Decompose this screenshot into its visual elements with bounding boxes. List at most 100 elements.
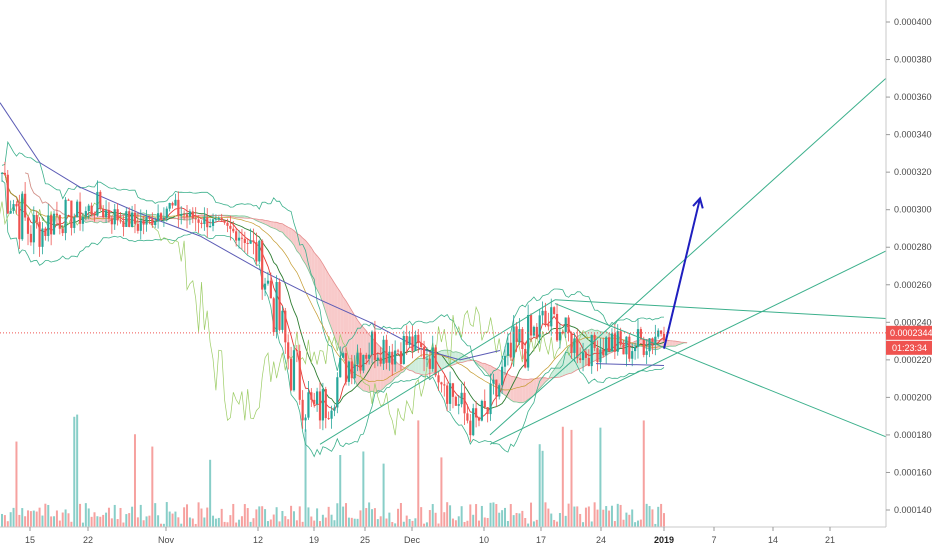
candle-body: [425, 358, 429, 360]
volume-bar: [55, 510, 58, 527]
volume-bar: [518, 513, 521, 527]
volume-bar: [110, 518, 113, 527]
candle-body: [541, 310, 544, 316]
candle-body: [570, 332, 573, 353]
volume-bar: [113, 504, 116, 527]
candle-body: [501, 366, 504, 386]
band-upper: [1, 140, 664, 377]
candle-body: [495, 379, 498, 397]
candle-body: [590, 334, 593, 367]
candle-body: [648, 338, 651, 352]
cloud-segment: [239, 215, 242, 218]
cloud-segment: [337, 287, 341, 352]
candle-body: [373, 331, 377, 360]
candle-body: [391, 351, 394, 365]
volume-bar: [584, 507, 587, 527]
volume-bar: [206, 507, 209, 527]
volume-bar: [58, 520, 61, 527]
cloud-segment: [288, 227, 292, 242]
volume-bar: [564, 515, 567, 527]
volume-bar: [423, 523, 426, 527]
volume-bar: [477, 520, 480, 527]
volume-bar: [139, 504, 142, 527]
candle-body: [281, 310, 284, 330]
volume-bar: [576, 506, 579, 527]
volume-bar: [90, 516, 93, 527]
candle-body: [217, 218, 220, 220]
volume-bar: [87, 508, 90, 527]
candle-body: [67, 199, 70, 201]
volume-bar: [61, 512, 64, 527]
cloud-segment: [357, 320, 361, 389]
x-tick-label: 15: [25, 535, 35, 545]
volume-bar: [35, 511, 38, 527]
x-tick-label: 7: [711, 535, 716, 545]
candle-body: [370, 331, 374, 355]
projection-arrow-head: [692, 196, 704, 209]
candlesticks: [0, 161, 666, 442]
volume-bar: [512, 515, 515, 527]
candle-body: [263, 283, 267, 290]
candle-body: [122, 221, 125, 227]
x-tick-label: Nov: [158, 535, 175, 545]
candle-body: [417, 334, 420, 344]
volume-bar: [558, 513, 561, 527]
volume-bar: [475, 504, 478, 527]
cloud-segment: [421, 358, 425, 376]
volume-bar: [359, 510, 362, 527]
cloud-segment: [334, 283, 338, 344]
volume-bar: [73, 416, 76, 527]
candle-body: [41, 228, 44, 247]
candle-body: [333, 407, 336, 411]
candle-body: [266, 280, 270, 284]
candle-body: [232, 228, 235, 232]
candle-body: [104, 210, 108, 218]
volume-bar: [180, 523, 183, 527]
volume-bar: [240, 516, 243, 527]
cloud-segment: [580, 332, 584, 369]
candle-body: [243, 238, 246, 243]
candle-body: [483, 400, 486, 408]
volume-bar: [599, 427, 602, 527]
volume-bar: [223, 521, 226, 527]
cloud-segment: [279, 223, 283, 233]
candle-body: [246, 242, 249, 244]
candle-body: [148, 216, 151, 219]
candle-body: [521, 329, 524, 349]
volume-bar: [651, 509, 654, 527]
cloud-segment: [669, 340, 673, 347]
candle-body: [448, 383, 452, 404]
candle-body: [206, 217, 209, 228]
candle-body: [605, 337, 608, 356]
candle-body: [434, 347, 437, 376]
volume-bar: [44, 503, 47, 527]
candle-body: [50, 215, 53, 235]
volume-bar: [41, 515, 44, 527]
candle-body: [368, 354, 371, 359]
candle-body: [287, 342, 290, 359]
candle-body: [26, 217, 30, 234]
volume-bar: [275, 507, 278, 527]
volume-bar: [417, 420, 420, 527]
candle-body: [428, 358, 431, 369]
band-lower: [1, 180, 665, 458]
candle-body: [622, 344, 625, 355]
volume-bar: [443, 512, 446, 527]
candle-body: [567, 317, 570, 333]
volume-bar: [376, 519, 379, 527]
volume-bar: [159, 523, 162, 527]
volume-bar: [191, 518, 194, 527]
candle-body: [211, 219, 215, 226]
candle-body: [362, 354, 365, 371]
cloud-segment: [533, 378, 537, 396]
volume-bar: [287, 519, 290, 527]
volume-bar: [541, 450, 544, 527]
volume-bar: [602, 509, 605, 527]
volume-bar: [350, 517, 353, 527]
volume-bar: [301, 521, 304, 527]
